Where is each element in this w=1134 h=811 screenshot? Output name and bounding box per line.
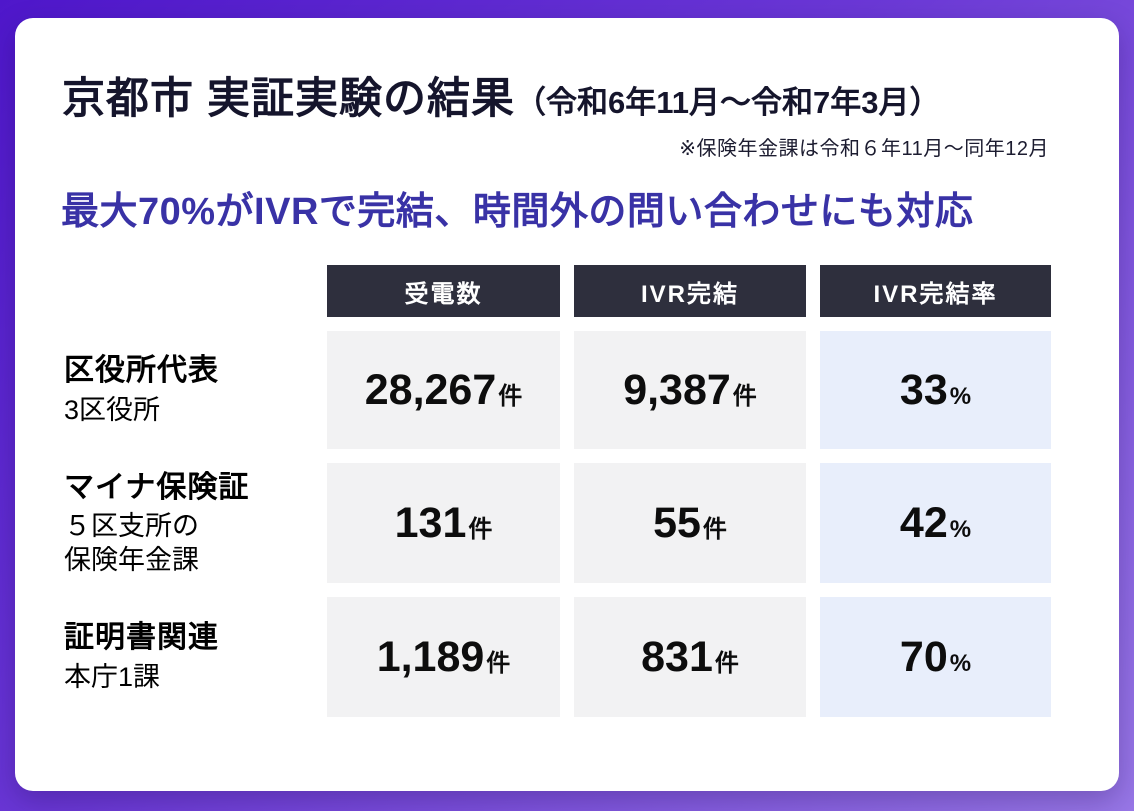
value-number: 1,189 — [376, 632, 485, 681]
value-number: 9,387 — [623, 365, 731, 414]
value-with-unit: 55 件 — [653, 499, 727, 548]
cell-ivr-rate-row1: 33% — [820, 331, 1051, 449]
cell-calls-row2: 131 件 — [327, 463, 560, 583]
value-with-unit: 42% — [900, 499, 971, 548]
cell-calls-row3: 1,189 件 — [327, 597, 560, 717]
value-unit: % — [949, 382, 972, 410]
value-unit: 件 — [468, 515, 493, 543]
value-with-unit: 33% — [900, 366, 971, 415]
cell-ivr-done-row2: 55 件 — [574, 463, 806, 583]
footnote: ※保険年金課は令和６年11月〜同年12月 — [679, 138, 1049, 160]
row-label-kuyakusho: 区役所代表 3区役所 — [62, 331, 313, 449]
cell-ivr-rate-row2: 42% — [820, 463, 1051, 583]
cell-ivr-rate-row3: 70% — [820, 597, 1051, 717]
page-title-main: 京都市 実証実験の結果 — [62, 75, 515, 123]
column-header-ivr-rate: IVR完結率 — [820, 265, 1051, 317]
row-label-sub: ５区支所の 保険年金課 — [64, 511, 199, 575]
value-number: 42 — [899, 498, 948, 547]
value-with-unit: 70% — [900, 633, 971, 682]
value-with-unit: 28,267 件 — [365, 366, 523, 415]
value-number: 70 — [899, 632, 948, 681]
value-number: 831 — [641, 632, 713, 681]
row-label-sub: 本庁1課 — [64, 661, 161, 692]
cell-calls-row1: 28,267 件 — [327, 331, 560, 449]
page-title: 京都市 実証実験の結果 （令和6年11月〜令和7年3月） — [62, 64, 940, 126]
value-unit: 件 — [498, 382, 523, 410]
row-label-myna-hokensho: マイナ保険証 ５区支所の 保険年金課 — [62, 463, 313, 583]
value-unit: 件 — [732, 382, 757, 410]
row-label-main: マイナ保険証 — [64, 470, 250, 504]
value-number: 28,267 — [364, 365, 497, 414]
table-corner-spacer — [62, 265, 313, 317]
value-unit: % — [949, 515, 972, 543]
column-header-ivr-done: IVR完結 — [574, 265, 806, 317]
value-unit: 件 — [714, 649, 739, 677]
value-with-unit: 831 件 — [641, 633, 739, 682]
row-label-main: 区役所代表 — [64, 354, 219, 388]
cell-ivr-done-row3: 831 件 — [574, 597, 806, 717]
results-table: 受電数 IVR完結 IVR完結率 区役所代表 3区役所 28,267 件 9,38… — [62, 265, 1051, 717]
page-title-period: （令和6年11月〜令和7年3月） — [514, 85, 941, 120]
headline: 最大70%がIVRで完結、時間外の問い合わせにも対応 — [61, 191, 974, 233]
value-unit: 件 — [486, 649, 511, 677]
cell-ivr-done-row1: 9,387 件 — [574, 331, 806, 449]
value-with-unit: 9,387 件 — [623, 366, 757, 415]
column-header-calls: 受電数 — [327, 265, 560, 317]
row-label-sub: 3区役所 — [64, 394, 161, 425]
row-label-shomeisho: 証明書関連 本庁1課 — [62, 597, 313, 717]
row-label-main: 証明書関連 — [64, 621, 219, 655]
value-number: 33 — [899, 365, 948, 414]
value-with-unit: 131 件 — [395, 499, 493, 548]
value-number: 131 — [394, 498, 467, 547]
value-with-unit: 1,189 件 — [377, 633, 511, 682]
value-number: 55 — [653, 498, 701, 547]
value-unit: % — [949, 649, 972, 677]
value-unit: 件 — [702, 515, 727, 543]
slide-card: 京都市 実証実験の結果 （令和6年11月〜令和7年3月） ※保険年金課は令和６年… — [15, 18, 1119, 791]
